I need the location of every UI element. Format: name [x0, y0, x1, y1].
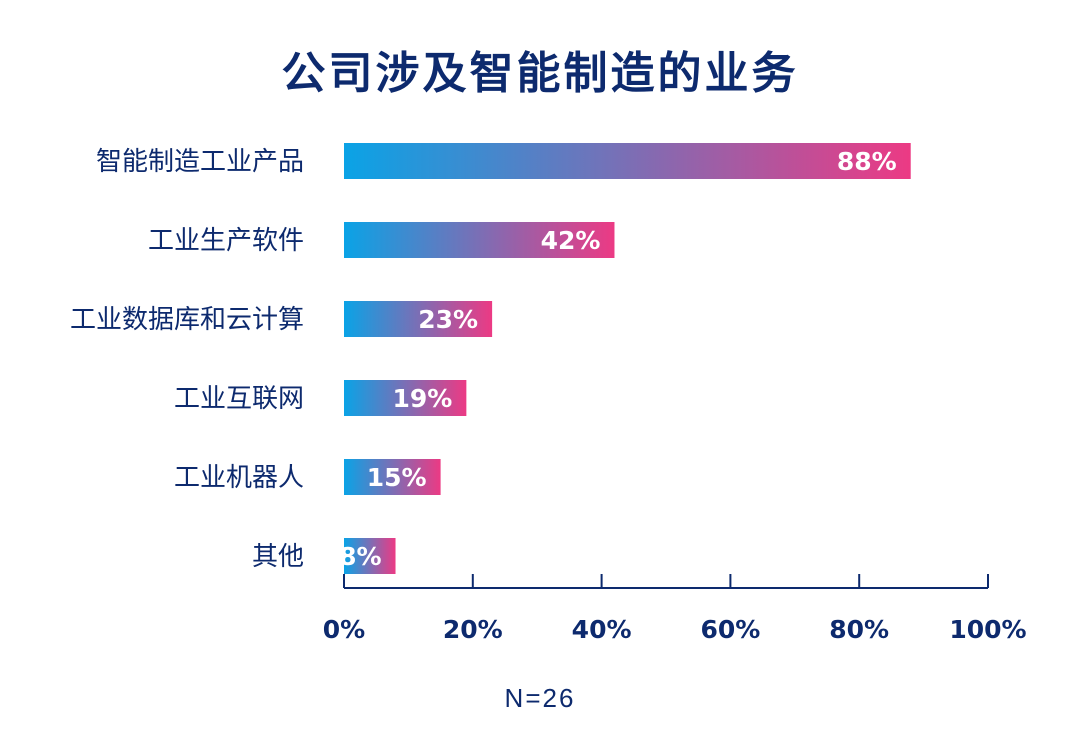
category-label-4: 工业机器人: [174, 463, 304, 493]
value-label-5: 8%: [339, 542, 381, 571]
x-tick-label-0: 0%: [323, 615, 365, 644]
bar-5: [344, 538, 396, 574]
bar-2: [344, 301, 493, 337]
category-label-2: 工业数据库和云计算: [70, 305, 304, 335]
x-tick-label-4: 80%: [829, 615, 889, 644]
x-tick-label-3: 60%: [700, 615, 760, 644]
value-label-0: 88%: [837, 147, 897, 176]
category-label-0: 智能制造工业产品: [96, 147, 304, 177]
x-axis: 0% 20% 40% 60% 80% 100%: [323, 574, 1027, 644]
value-label-1: 42%: [541, 226, 601, 255]
bar-0: [344, 143, 911, 179]
bar-4: [344, 459, 441, 495]
x-tick-label-1: 20%: [443, 615, 503, 644]
category-label-5: 其他: [252, 542, 304, 572]
chart-title: 公司涉及智能制造的业务: [281, 48, 799, 99]
x-tick-label-5: 100%: [949, 615, 1026, 644]
value-label-2: 23%: [418, 305, 478, 334]
bars-layer: 88% 42% 23% 19% 15% 8%: [339, 143, 911, 574]
category-label-1: 工业生产软件: [148, 226, 304, 256]
x-tick-label-2: 40%: [572, 615, 632, 644]
value-label-3: 19%: [393, 384, 453, 413]
bar-3: [344, 380, 467, 416]
value-label-4: 15%: [367, 463, 427, 492]
category-label-3: 工业互联网: [174, 384, 304, 414]
bar-1: [344, 222, 615, 258]
sample-size-note: N=26: [504, 683, 576, 713]
